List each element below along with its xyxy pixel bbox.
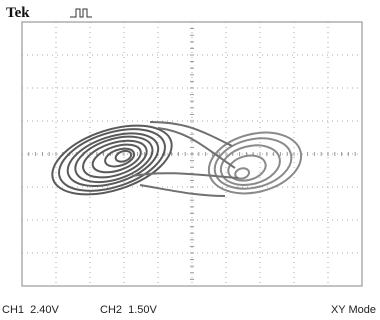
brand: Tek [6,5,30,21]
page: Tek CH1 2.40V CH2 1.50V XY Mode (() => {… [0,0,380,320]
display-mode: XY Mode [331,304,376,316]
ch2-setting: CH2 1.50V [100,304,158,316]
scope-screen: Tek CH1 2.40V CH2 1.50V XY Mode [0,0,380,320]
ch1-setting: CH1 2.40V [2,304,60,316]
